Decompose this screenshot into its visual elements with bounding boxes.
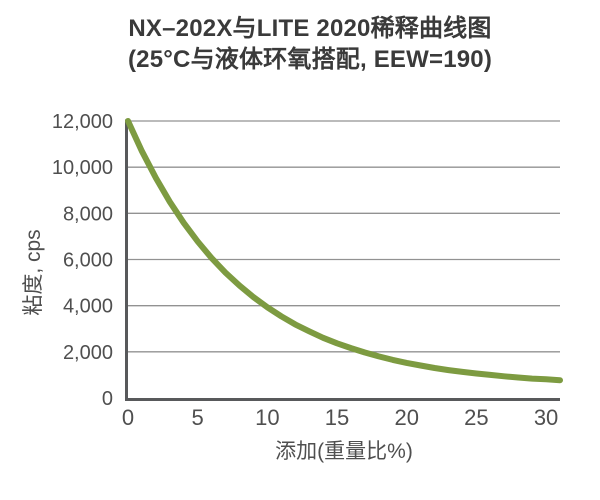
- chart-title-block: NX–202X与LITE 2020稀释曲线图 (25°C与液体环氧搭配, EEW…: [10, 13, 600, 75]
- chart-subtitle: (25°C与液体环氧搭配, EEW=190): [127, 46, 493, 73]
- x-tick-label: 15: [325, 405, 349, 430]
- y-tick-label: 12,000: [52, 111, 113, 133]
- curve-series: [125, 118, 563, 384]
- y-axis-label: 粘度, cps: [22, 229, 45, 315]
- x-tick-label: 30: [534, 405, 558, 430]
- y-tick-label: 0: [102, 388, 113, 410]
- y-tick-label: 6,000: [63, 250, 113, 272]
- x-tick-label: 5: [192, 405, 204, 430]
- x-tick-label: 10: [255, 405, 279, 430]
- x-tick-label: 0: [122, 405, 134, 430]
- y-tick-label: 8,000: [63, 203, 113, 225]
- chart-title: NX–202X与LITE 2020稀释曲线图: [128, 15, 492, 42]
- y-tick-label: 10,000: [52, 157, 113, 179]
- y-tick-label: 4,000: [63, 296, 113, 318]
- x-tick-label: 20: [394, 405, 418, 430]
- y-tick-label: 2,000: [63, 342, 113, 364]
- x-axis-label: 添加(重量比%): [275, 440, 413, 463]
- x-tick-label: 25: [464, 405, 488, 430]
